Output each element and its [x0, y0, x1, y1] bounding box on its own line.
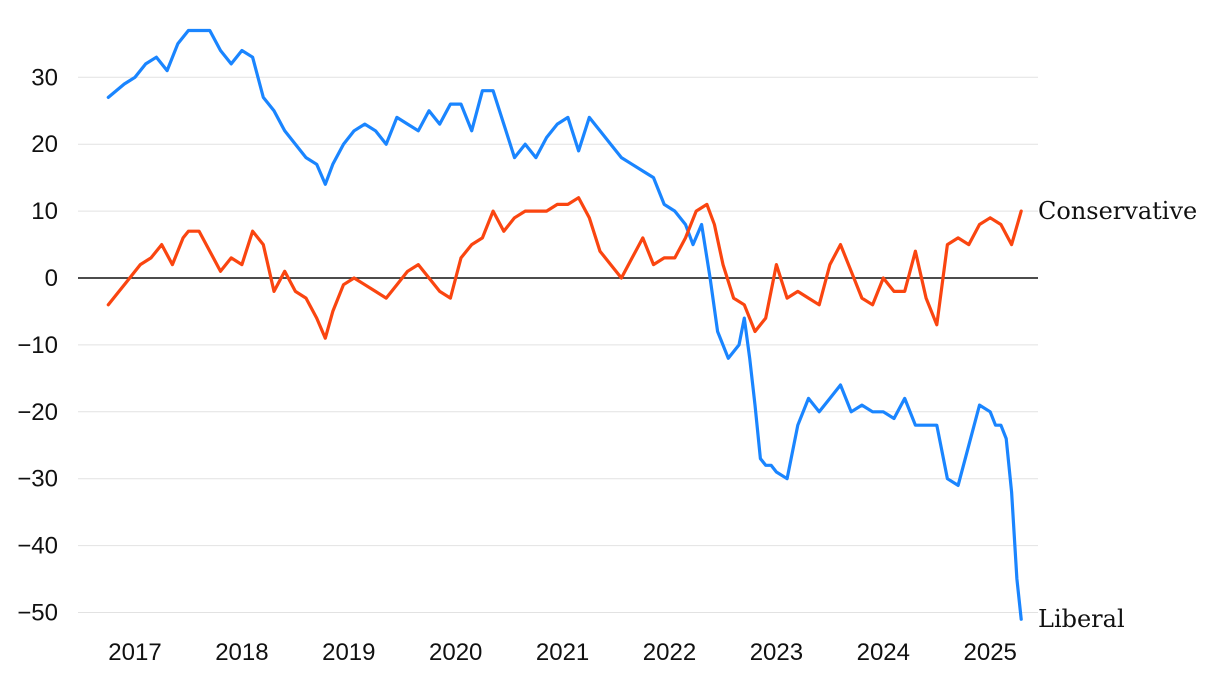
x-tick-label: 2018: [215, 639, 268, 666]
y-tick-label: 10: [31, 198, 58, 225]
y-axis-ticks: 30 20 10 0 −10 −20 −30 −40 −50: [17, 64, 58, 626]
x-tick-label: 2019: [322, 639, 375, 666]
y-tick-label: 0: [45, 265, 58, 292]
series-labels: Conservative Liberal: [1038, 197, 1197, 633]
y-tick-label: −30: [17, 466, 58, 493]
x-tick-label: 2017: [108, 639, 161, 666]
gridlines: [78, 76, 1038, 613]
series-line-conservative: [106, 196, 1023, 340]
series-lines: [106, 28, 1023, 621]
x-axis-ticks: 2017 2018 2019 2020 2021 2022 2023 2024 2025: [108, 639, 1017, 666]
y-tick-label: −40: [17, 533, 58, 560]
series-label-liberal: Liberal: [1038, 605, 1125, 633]
x-tick-label: 2020: [429, 639, 482, 666]
y-tick-label: −50: [17, 600, 58, 627]
x-tick-label: 2025: [964, 639, 1017, 666]
y-tick-label: −10: [17, 332, 58, 359]
x-tick-label: 2024: [857, 639, 910, 666]
x-tick-label: 2022: [643, 639, 696, 666]
x-tick-label: 2023: [750, 639, 803, 666]
y-tick-label: 20: [31, 131, 58, 158]
series-label-conservative: Conservative: [1038, 197, 1197, 225]
y-tick-label: −20: [17, 399, 58, 426]
x-tick-label: 2021: [536, 639, 589, 666]
y-tick-label: 30: [31, 64, 58, 91]
series-line-liberal: [106, 28, 1023, 621]
